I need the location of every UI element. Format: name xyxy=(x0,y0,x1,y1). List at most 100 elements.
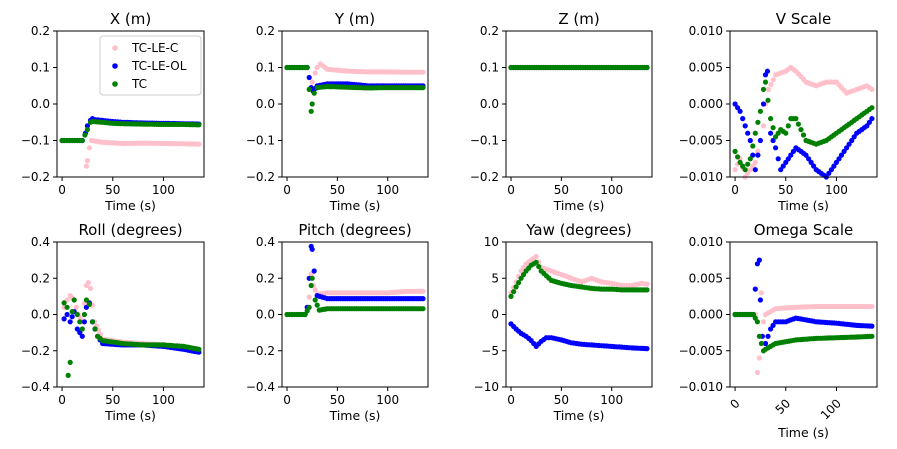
data-point xyxy=(849,137,855,144)
legend-marker xyxy=(112,81,118,87)
data-point xyxy=(644,287,650,293)
data-point xyxy=(84,123,90,129)
data-point xyxy=(831,163,837,169)
y-tick-label: 0.000 xyxy=(689,97,723,111)
y-tick-label: −0.4 xyxy=(21,380,50,394)
data-point xyxy=(420,85,426,91)
data-point xyxy=(762,340,769,347)
data-point xyxy=(86,301,92,307)
x-tick-label: 100 xyxy=(600,183,623,197)
data-point xyxy=(304,64,310,71)
x-axis-label: Time (s) xyxy=(329,198,381,213)
x-tick-label: 0 xyxy=(731,183,739,197)
y-tick-label: −0.1 xyxy=(246,134,275,148)
data-point xyxy=(644,281,650,287)
data-point xyxy=(836,156,842,162)
x-tick-label: 0 xyxy=(727,396,742,411)
data-point xyxy=(86,145,92,151)
legend-entry: TC-LE-OL xyxy=(131,59,187,73)
data-point xyxy=(811,163,817,169)
data-point xyxy=(306,294,312,300)
data-point xyxy=(82,132,88,138)
data-point xyxy=(758,340,765,347)
data-point xyxy=(742,167,748,173)
series-TC xyxy=(284,275,426,318)
data-point xyxy=(869,323,875,329)
series-TC xyxy=(508,259,650,299)
y-tick-label: −10 xyxy=(474,380,499,394)
series-TC-LE-OL xyxy=(508,321,650,352)
y-tick-label: 0.2 xyxy=(480,24,499,38)
series-TC-LE-OL xyxy=(304,243,426,310)
data-point xyxy=(765,333,771,339)
data-point xyxy=(866,119,873,125)
data-point xyxy=(67,359,73,365)
x-tick-label: 50 xyxy=(105,393,120,407)
data-point xyxy=(765,86,772,92)
series-TC-LE-C xyxy=(304,271,426,310)
data-point xyxy=(314,302,320,308)
plot-points xyxy=(59,116,202,169)
data-point xyxy=(83,297,89,303)
data-point xyxy=(788,152,794,158)
data-point xyxy=(64,311,70,318)
data-point xyxy=(760,101,767,107)
data-point xyxy=(800,132,807,138)
data-point xyxy=(798,127,804,133)
series-TC-LE-OL xyxy=(732,257,875,347)
y-tick-label: −0.4 xyxy=(246,380,275,394)
data-point xyxy=(783,130,789,136)
data-point xyxy=(760,86,767,92)
data-point xyxy=(516,280,522,286)
data-point xyxy=(309,246,315,252)
data-point xyxy=(83,163,89,169)
x-tick-label: 100 xyxy=(600,393,623,407)
data-point xyxy=(869,86,875,92)
data-point xyxy=(740,116,746,122)
data-point xyxy=(309,79,315,85)
data-point xyxy=(770,77,776,83)
data-point xyxy=(760,319,767,325)
series-TC-LE-C xyxy=(732,290,875,376)
series-TC xyxy=(732,79,875,173)
data-point xyxy=(762,79,769,85)
data-point xyxy=(61,300,67,306)
data-point xyxy=(311,90,317,96)
x-axis-label: Time (s) xyxy=(329,408,381,423)
data-point xyxy=(196,346,202,352)
data-point xyxy=(312,287,318,293)
data-point xyxy=(67,319,73,325)
data-point xyxy=(81,311,87,318)
plot-points xyxy=(284,243,426,318)
data-point xyxy=(306,304,312,310)
y-tick-label: 0.0 xyxy=(31,97,50,111)
data-point xyxy=(755,148,761,154)
data-point xyxy=(306,86,312,92)
data-point xyxy=(773,145,779,151)
data-point xyxy=(750,143,756,149)
x-tick-label: 50 xyxy=(778,183,793,197)
data-point xyxy=(765,97,771,103)
data-point xyxy=(768,81,774,88)
subplot-2: −0.2 −0.1 0.0 0.1 0.2 0 50 100 Y (m) Time (s) xyxy=(246,10,429,213)
data-point xyxy=(644,64,650,71)
chart-title: V Scale xyxy=(776,10,831,28)
x-axis-label: Time (s) xyxy=(777,425,829,440)
data-point xyxy=(312,297,318,303)
y-tick-label: 0.2 xyxy=(256,271,275,285)
x-tick-label: 50 xyxy=(330,183,345,197)
data-point xyxy=(79,326,85,332)
y-tick-label: −0.2 xyxy=(246,170,275,184)
series-TC xyxy=(732,311,875,354)
data-point xyxy=(754,369,761,376)
data-point xyxy=(747,137,753,144)
legend-entry: TC-LE-C xyxy=(131,41,178,55)
data-point xyxy=(533,253,539,260)
legend-marker xyxy=(112,45,118,51)
series-TC-LE-C xyxy=(83,137,202,169)
axes-frame xyxy=(281,30,429,178)
x-tick-label: 0 xyxy=(507,183,515,197)
x-tick-label: 100 xyxy=(818,396,844,422)
data-point xyxy=(869,105,875,111)
